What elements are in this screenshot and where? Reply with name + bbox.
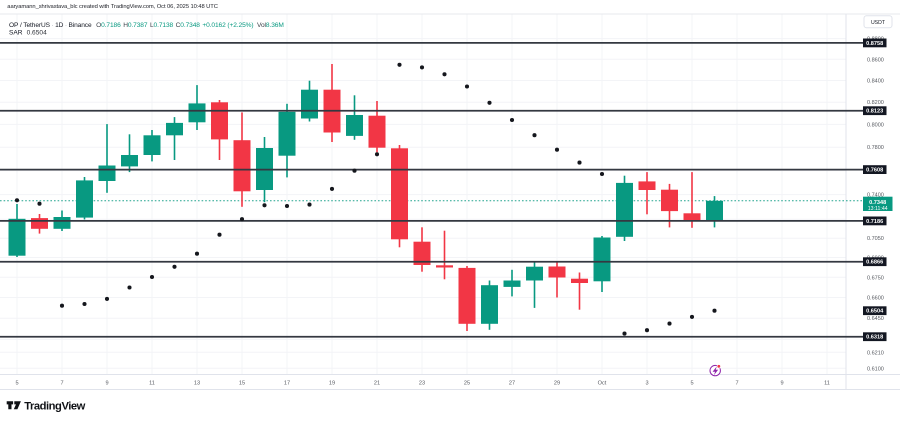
svg-text:9: 9 (780, 381, 783, 387)
svg-text:0.8600: 0.8600 (867, 57, 884, 63)
svg-text:9: 9 (105, 381, 108, 387)
svg-text:Oct: Oct (598, 381, 607, 387)
svg-text:0.7400: 0.7400 (867, 193, 884, 199)
svg-text:25: 25 (464, 381, 470, 387)
svg-text:0.7186: 0.7186 (866, 219, 883, 225)
svg-text:23: 23 (419, 381, 425, 387)
svg-text:TradingView: TradingView (24, 401, 85, 413)
svg-text:0.6600: 0.6600 (867, 296, 884, 302)
svg-text:13: 13 (194, 381, 200, 387)
svg-text:0.7800: 0.7800 (867, 145, 884, 151)
svg-text:0.6750: 0.6750 (867, 275, 884, 281)
svg-text:USDT: USDT (871, 20, 886, 26)
svg-text:aaryamann_shrivastava_blc crea: aaryamann_shrivastava_blc created with T… (7, 4, 218, 10)
svg-text:17: 17 (284, 381, 290, 387)
svg-text:0.6318: 0.6318 (866, 335, 883, 341)
svg-text:0.8758: 0.8758 (866, 41, 883, 47)
svg-text:11: 11 (149, 381, 155, 387)
svg-text:7: 7 (735, 381, 738, 387)
svg-text:0.6450: 0.6450 (867, 316, 884, 322)
svg-text:0.8000: 0.8000 (867, 122, 884, 128)
svg-text:21: 21 (374, 381, 380, 387)
svg-text:0.7348: 0.7348 (869, 200, 886, 206)
svg-text:0.7050: 0.7050 (867, 236, 884, 242)
svg-text:11: 11 (824, 381, 830, 387)
svg-text:5: 5 (690, 381, 693, 387)
svg-text:0.6210: 0.6210 (867, 350, 884, 356)
svg-text:29: 29 (554, 381, 560, 387)
svg-text:15: 15 (239, 381, 245, 387)
svg-text:27: 27 (509, 381, 515, 387)
svg-text:0.6504: 0.6504 (866, 309, 884, 315)
svg-text:5: 5 (15, 381, 18, 387)
svg-text:7: 7 (60, 381, 63, 387)
svg-text:0.8123: 0.8123 (866, 109, 883, 115)
svg-text:3: 3 (645, 381, 648, 387)
svg-text:0.6866: 0.6866 (866, 260, 883, 266)
svg-text:0.8400: 0.8400 (867, 79, 884, 85)
svg-text:0.8200: 0.8200 (867, 100, 884, 106)
svg-text:0.7608: 0.7608 (866, 168, 883, 174)
svg-text:13:11:44: 13:11:44 (868, 206, 888, 212)
svg-text:0.6100: 0.6100 (867, 366, 884, 372)
svg-text:19: 19 (329, 381, 335, 387)
